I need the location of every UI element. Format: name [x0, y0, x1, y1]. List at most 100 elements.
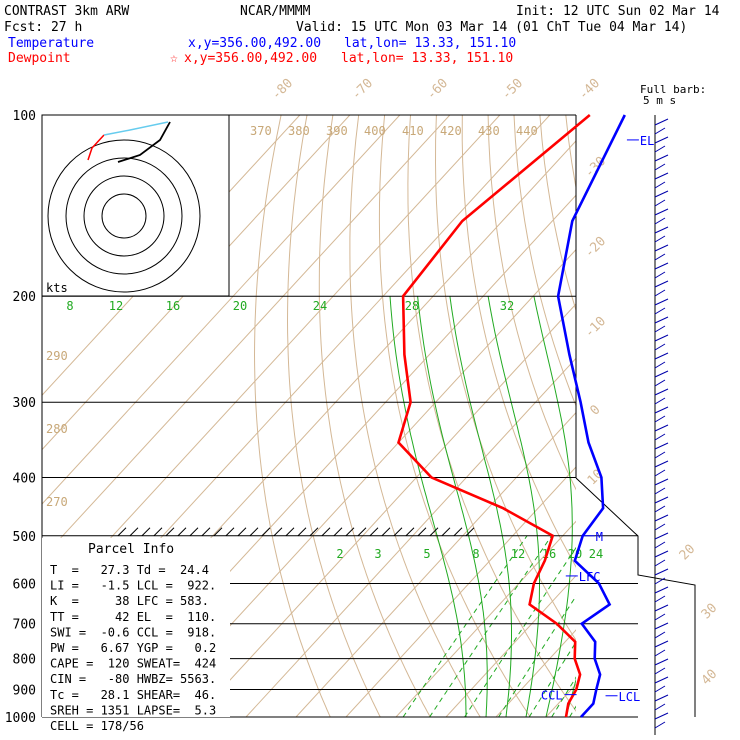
hodograph-ring — [83, 175, 165, 257]
freezing-hatch — [153, 527, 163, 537]
dry-adiabat-line — [349, 115, 481, 717]
mixing-ratio-line — [402, 535, 528, 717]
mixing-ratio-label: 12 — [109, 299, 123, 313]
isotherm-label: -50 — [499, 76, 526, 103]
wind-barb — [654, 478, 669, 486]
hodo-trace-low — [87, 134, 105, 161]
theta-label: 430 — [478, 124, 500, 138]
dry-adiabat-line — [407, 115, 576, 712]
theta-label-left: 280 — [46, 422, 68, 436]
freezing-hatch — [393, 527, 403, 537]
parcel-info-row: LI = -1.5 LCL = 922. — [50, 579, 216, 593]
dewpoint-star-icon: ☆ — [170, 51, 178, 66]
theta-label-left: 270 — [46, 495, 68, 509]
wind-barb — [654, 523, 666, 531]
hodograph-units: kts — [46, 281, 68, 295]
wind-barb — [654, 604, 669, 612]
isotherm-line — [495, 629, 576, 717]
moist-adiabat-line — [586, 296, 658, 717]
marker-label: LCL — [619, 690, 641, 704]
mixing-ratio-lines — [402, 535, 576, 717]
marker-label: CCL — [541, 689, 563, 703]
wind-barb — [654, 136, 669, 144]
wind-barb — [654, 361, 666, 369]
freezing-hatch — [165, 527, 175, 537]
dry-adiabat-line — [565, 115, 576, 190]
freezing-hatch — [201, 527, 211, 537]
wind-barb — [654, 577, 666, 585]
wind-barb — [654, 343, 666, 351]
isotherm-line — [42, 115, 351, 451]
isotherm-line — [145, 248, 576, 717]
marker-label: EL — [640, 134, 654, 148]
wind-barb — [654, 559, 666, 567]
freezing-hatch — [345, 527, 355, 537]
wind-barb — [654, 352, 669, 360]
wind-barb — [654, 145, 666, 153]
wind-barb — [654, 550, 669, 558]
isotherm-line — [696, 115, 740, 717]
parcel-info-row: SREH = 1351 LAPSE= 5.3 — [50, 703, 216, 717]
isotherm-line — [345, 466, 576, 717]
wind-barb — [654, 316, 669, 324]
mixing-ratio-label: 24 — [589, 547, 603, 561]
freezing-hatch — [285, 527, 295, 537]
mixing-ratio-label: 28 — [405, 299, 419, 313]
wind-barb — [654, 244, 669, 252]
wind-barb — [654, 253, 666, 261]
marker-label: M — [596, 530, 603, 544]
wind-barb — [654, 433, 666, 441]
wind-barb — [654, 721, 666, 729]
freezing-hatch — [189, 527, 199, 537]
isotherm-label: 0 — [587, 402, 603, 418]
temperature-profile — [556, 114, 626, 718]
parcel-info-row: Tc = 28.1 SHEAR= 46. — [50, 688, 216, 702]
pressure-tick-label: 300 — [13, 396, 36, 411]
wind-barb — [654, 442, 669, 450]
parcel-info-row: SWI = -0.6 CCL = 918. — [50, 625, 216, 639]
center-title: NCAR/MMMM — [240, 4, 311, 19]
freezing-hatch — [273, 527, 283, 537]
hodograph: kts — [41, 114, 230, 297]
temperature-legend: Temperature — [8, 36, 94, 51]
wind-barb — [654, 532, 669, 540]
isotherm-line — [42, 115, 401, 505]
wind-barb — [654, 388, 669, 396]
wind-barb — [654, 208, 669, 216]
theta-label: 390 — [326, 124, 348, 138]
pressure-tick-label: 100 — [13, 109, 36, 124]
freezing-hatch — [129, 527, 139, 537]
mixing-ratio-line — [464, 546, 576, 717]
isotherm-line — [395, 520, 576, 717]
parcel-info-row: PW = 6.67 YGP = 0.2 — [50, 641, 216, 655]
hodograph-ring — [65, 157, 183, 275]
freezing-hatch — [405, 527, 415, 537]
wind-barb — [654, 676, 669, 684]
mixing-ratio-label: 8 — [66, 299, 73, 313]
theta-label: 380 — [288, 124, 310, 138]
mixing-ratio-label: 5 — [423, 547, 430, 561]
barb-legend-line1: Full barb: — [640, 83, 706, 96]
freezing-hatch — [369, 527, 379, 537]
dewpoint-legend: Dewpoint — [8, 51, 71, 66]
freezing-hatch — [381, 527, 391, 537]
forecast-hour: Fcst: 27 h — [4, 20, 82, 35]
theta-label: 410 — [402, 124, 424, 138]
theta-label-left: 290 — [46, 349, 68, 363]
parcel-info-title: Parcel Info — [88, 542, 174, 557]
wind-barb — [654, 397, 666, 405]
wind-barb — [654, 325, 666, 333]
isotherm-line — [42, 115, 451, 560]
wind-barb — [654, 127, 666, 135]
dry-adiabat-line — [592, 115, 740, 717]
wind-barbs — [654, 115, 669, 735]
profile-series — [397, 114, 626, 718]
wind-barb — [654, 262, 669, 270]
wind-barb — [654, 667, 666, 675]
wind-barb — [654, 586, 669, 594]
moist-adiabat-line — [606, 296, 714, 717]
model-title: CONTRAST 3km ARW — [4, 4, 129, 19]
wind-barb — [654, 289, 666, 297]
init-time: Init: 12 UTC Sun 02 Mar 14 — [516, 4, 720, 19]
dry-adiabat-line — [378, 115, 531, 717]
